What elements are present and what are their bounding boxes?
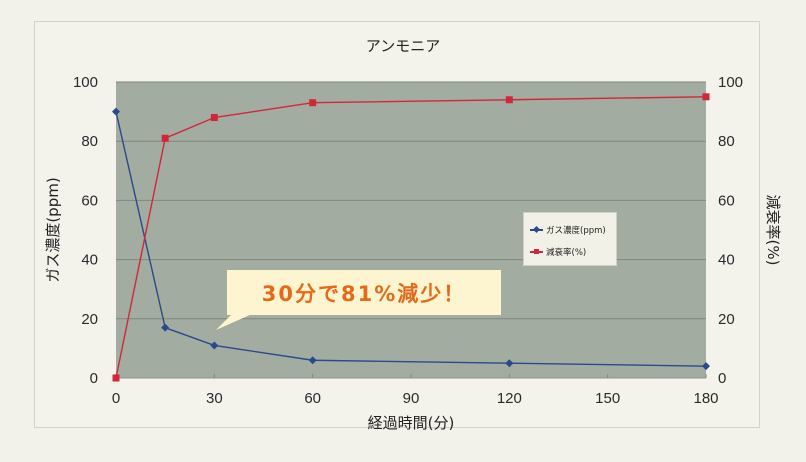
- svg-text:0: 0: [90, 370, 98, 387]
- svg-text:100: 100: [73, 74, 98, 91]
- svg-text:20: 20: [81, 311, 98, 328]
- svg-text:60: 60: [718, 192, 735, 209]
- legend-label: 減衰率(%): [546, 248, 587, 258]
- svg-text:30: 30: [206, 390, 223, 407]
- y-axis-right-label: 減衰率(%): [764, 195, 782, 266]
- svg-text:0: 0: [718, 370, 726, 387]
- svg-text:40: 40: [81, 252, 98, 269]
- svg-text:120: 120: [497, 390, 522, 407]
- x-axis-ticks: 0 30 60 90 120 150 180: [112, 374, 719, 407]
- x-axis-label: 経過時間(分): [368, 414, 455, 432]
- diamond-marker-icon: [530, 225, 543, 234]
- svg-text:150: 150: [595, 390, 620, 407]
- chart-legend: ガス濃度(ppm) 減衰率(%): [523, 212, 617, 266]
- svg-text:40: 40: [718, 252, 735, 269]
- chart-title: アンモニア: [365, 37, 441, 55]
- svg-text:0: 0: [112, 390, 120, 407]
- data-series: [112, 93, 710, 382]
- y-axis-left-label: ガス濃度(ppm): [44, 177, 62, 282]
- legend-item-decay-rate: 減衰率(%): [530, 246, 586, 258]
- square-marker-icon: [530, 249, 543, 254]
- svg-text:60: 60: [81, 192, 98, 209]
- callout-text: 30分で81%減少！: [261, 281, 467, 306]
- y-axis-right-ticks: 0 20 40 60 80 100: [718, 74, 743, 387]
- plot-area: [116, 82, 706, 378]
- callout-annotation: 30分で81%減少！: [227, 270, 501, 315]
- svg-text:100: 100: [718, 74, 743, 91]
- legend-item-gas-concentration: ガス濃度(ppm): [530, 224, 606, 236]
- svg-text:180: 180: [693, 390, 718, 407]
- svg-text:60: 60: [304, 390, 321, 407]
- legend-label: ガス濃度(ppm): [546, 226, 606, 236]
- svg-text:20: 20: [718, 311, 735, 328]
- y-axis-left-ticks: 0 20 40 60 80 100: [73, 74, 98, 387]
- svg-text:90: 90: [403, 390, 420, 407]
- svg-text:80: 80: [718, 133, 735, 150]
- svg-text:80: 80: [81, 133, 98, 150]
